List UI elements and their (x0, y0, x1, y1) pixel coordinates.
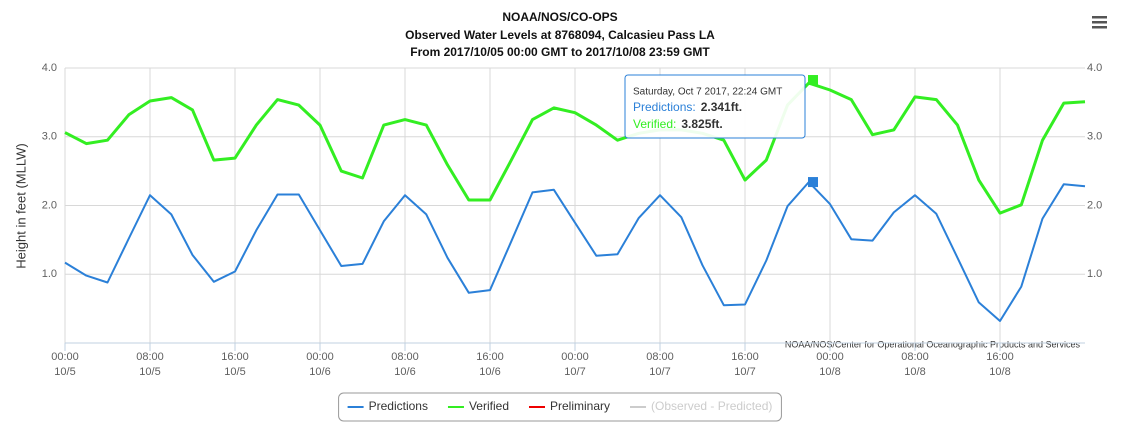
tooltip-title: Saturday, Oct 7 2017, 22:24 GMT (633, 87, 782, 98)
x-tick-label: 00:00 (816, 351, 844, 363)
x-tick-label: 00:00 (561, 351, 589, 363)
x-tick-label: 08:00 (901, 351, 929, 363)
legend: Predictions Verified Preliminary (Observed … (338, 392, 782, 422)
credits: NOAA/NOS/Center for Operational Oceanogr… (785, 339, 1081, 349)
x-tick-label: 08:00 (391, 351, 419, 363)
x-tick-label: 16:00 (476, 351, 504, 363)
x-tick-label: 08:00 (136, 351, 164, 363)
chart-subtitle: Observed Water Levels at 8768094, Calcas… (405, 28, 715, 42)
legend-box (338, 392, 782, 422)
hover-marker (808, 75, 818, 86)
series-line (64, 81, 1086, 215)
x-tick-label: 10/5 (54, 366, 75, 378)
x-tick-label: 10/8 (819, 366, 840, 378)
x-tick-label: 10/7 (649, 366, 670, 378)
legend-item[interactable]: Verified (447, 399, 509, 413)
y2-tick-label: 2.0 (1087, 199, 1102, 211)
y-tick-label: 4.0 (42, 62, 57, 74)
tooltip: Saturday, Oct 7 2017, 22:24 GMT Predictio… (624, 74, 806, 139)
x-tick-label: 08:00 (646, 351, 674, 363)
legend-label: (Observed - Predicted) (651, 399, 772, 413)
tooltip-label: Predictions: (633, 100, 696, 114)
x-tick-label: 10/7 (734, 366, 755, 378)
legend-item[interactable]: (Observed - Predicted) (630, 399, 772, 413)
legend-label: Preliminary (550, 399, 610, 413)
y-axis-title: Height in feet (MLLW) (13, 143, 28, 268)
x-tick-label: 10/8 (989, 366, 1010, 378)
x-tick-label: 10/6 (479, 366, 500, 378)
tooltip-box (624, 74, 806, 139)
chart-title: NOAA/NOS/CO-OPS (502, 10, 617, 24)
chart-subtitle: From 2017/10/05 00:00 GMT to 2017/10/08 … (410, 45, 710, 59)
x-tick-label: 10/6 (309, 366, 330, 378)
y-tick-label: 3.0 (42, 131, 57, 143)
x-tick-label: 16:00 (731, 351, 759, 363)
tooltip-label: Verified: (633, 117, 676, 131)
legend-item[interactable]: Preliminary (529, 399, 610, 413)
x-tick-label: 00:00 (51, 351, 79, 363)
x-tick-label: 00:00 (306, 351, 334, 363)
x-tick-label: 10/6 (394, 366, 415, 378)
x-tick-label: 10/5 (224, 366, 245, 378)
menu-button[interactable] (1090, 14, 1108, 30)
x-tick-label: 10/5 (139, 366, 160, 378)
legend-label: Verified (469, 399, 509, 413)
menu-line (1092, 26, 1107, 29)
x-tick-label: 16:00 (221, 351, 249, 363)
x-tick-label: 10/7 (564, 366, 585, 378)
tooltip-value: 2.341ft. (701, 100, 742, 114)
tooltip-value: 3.825ft. (681, 117, 722, 131)
y-tick-label: 1.0 (42, 268, 57, 280)
legend-label: Predictions (369, 399, 428, 413)
y2-tick-label: 1.0 (1087, 268, 1102, 280)
y2-tick-label: 3.0 (1087, 131, 1102, 143)
menu-line (1092, 21, 1107, 24)
series-line (64, 181, 1086, 322)
y2-tick-label: 4.0 (1087, 62, 1102, 74)
x-tick-label: 10/8 (904, 366, 925, 378)
hover-marker (808, 177, 818, 188)
y-tick-label: 2.0 (42, 199, 57, 211)
menu-line (1092, 16, 1107, 19)
legend-item[interactable]: Predictions (347, 399, 428, 413)
x-tick-label: 16:00 (986, 351, 1014, 363)
